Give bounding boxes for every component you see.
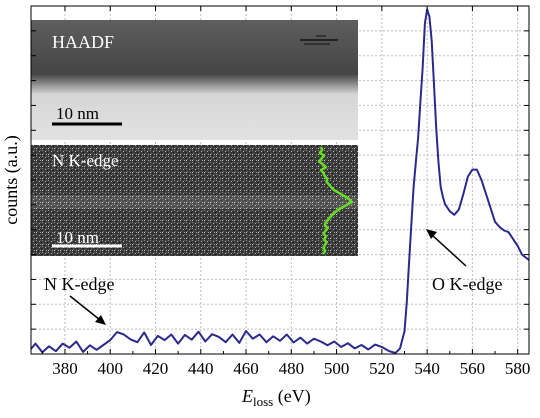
y-axis-label: counts (a.u.) <box>1 135 22 224</box>
n-kedge-profile-line <box>317 146 354 255</box>
n-kedge-inset-label: N K-edge <box>52 151 119 170</box>
x-tick-label: 440 <box>188 359 214 378</box>
x-tick-label: 560 <box>460 359 486 378</box>
x-axis-label-sub: loss <box>253 394 273 409</box>
annotation-o-kedge-arrow <box>431 234 467 267</box>
x-axis-label-unit: (eV) <box>273 386 310 407</box>
y-axis-ticks <box>31 30 529 330</box>
annotation-n-kedge-arrowhead <box>95 315 106 325</box>
x-axis-ticks: 380 400 420 440 460 480 500 520 540 560 580 <box>41 6 531 378</box>
x-tick-label: 520 <box>369 359 395 378</box>
haadf-scalebar-label: 10 nm <box>56 104 99 123</box>
n-kedge-bright-band <box>31 195 358 209</box>
spectrum-line <box>30 8 530 354</box>
x-tick-label: 540 <box>414 359 440 378</box>
x-tick-label: 500 <box>324 359 350 378</box>
haadf-label: HAADF <box>52 32 114 52</box>
x-axis-label: Eloss (eV) <box>241 386 311 409</box>
annotation-n-kedge-arrow <box>69 295 101 321</box>
annotation-n-kedge: N K-edge <box>44 274 114 294</box>
x-axis-label-main: E <box>241 386 253 406</box>
x-tick-label: 420 <box>143 359 169 378</box>
annotation-o-kedge: O K-edge <box>432 274 502 294</box>
x-tick-label: 580 <box>505 359 531 378</box>
haadf-inset: HAADF 10 nm <box>31 20 358 140</box>
annotations: N K-edge O K-edge <box>44 229 502 325</box>
annotation-o-kedge-arrowhead <box>426 229 437 239</box>
n-kedge-inset: N K-edge 10 nm <box>31 145 358 256</box>
x-tick-label: 460 <box>233 359 259 378</box>
x-tick-label: 400 <box>97 359 123 378</box>
n-kedge-scalebar-label: 10 nm <box>56 228 99 247</box>
n-kedge-map <box>31 145 358 256</box>
x-tick-label: 480 <box>279 359 305 378</box>
x-tick-label: 380 <box>52 359 78 378</box>
